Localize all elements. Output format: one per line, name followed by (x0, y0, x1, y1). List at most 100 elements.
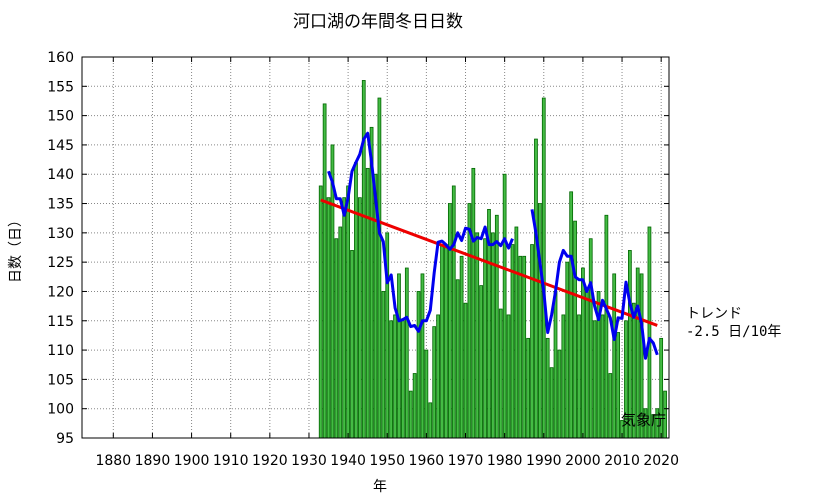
bar (451, 185, 456, 439)
bar (627, 250, 632, 439)
bar (577, 314, 581, 439)
x-tick-label: 1940 (330, 453, 366, 469)
bar (393, 314, 397, 439)
bar (408, 390, 413, 439)
bar (616, 332, 620, 439)
y-axis-label: 日数（日） (8, 213, 24, 283)
bar (444, 244, 448, 439)
bar (357, 197, 362, 439)
bar (338, 226, 343, 439)
x-tick-label: 1960 (409, 453, 445, 469)
x-tick-label: 2000 (565, 453, 601, 469)
bar (565, 261, 570, 439)
bar (526, 337, 530, 439)
bar (404, 267, 409, 439)
bar (581, 267, 585, 439)
bar (537, 203, 542, 439)
bar (420, 273, 425, 439)
bar (545, 337, 550, 439)
bar (424, 349, 429, 439)
bar (522, 255, 527, 439)
bar (498, 308, 503, 439)
bar (428, 402, 433, 439)
y-tick-label: 135 (47, 197, 74, 213)
bar (502, 173, 507, 439)
bar (361, 80, 366, 439)
x-tick-label: 1970 (448, 453, 484, 469)
bar (557, 349, 562, 439)
bar (479, 285, 484, 439)
chart-title: 河口湖の年間冬日日数 (293, 12, 463, 32)
bar (365, 167, 370, 439)
bar (549, 367, 554, 439)
bar (318, 185, 323, 439)
bar (561, 314, 566, 439)
bar (604, 214, 609, 439)
bar (600, 314, 605, 439)
x-tick-label: 2020 (643, 453, 679, 469)
bar (389, 320, 394, 439)
x-tick-label: 1930 (291, 453, 327, 469)
moving-average-line-2 (530, 209, 659, 360)
bar (459, 255, 464, 439)
bar (573, 220, 577, 439)
bar (377, 97, 382, 439)
x-tick-label: 1920 (252, 453, 288, 469)
bar (592, 320, 597, 439)
y-tick-label: 120 (47, 284, 74, 300)
bar (608, 373, 613, 439)
bar (506, 314, 511, 439)
bar (381, 291, 386, 439)
x-tick-label: 1990 (526, 453, 562, 469)
credit-label: 気象庁 (621, 411, 666, 429)
bar (322, 103, 327, 439)
x-tick-label: 1880 (95, 453, 131, 469)
bar (350, 250, 354, 439)
bar (518, 255, 523, 439)
bar (436, 314, 440, 439)
bar (483, 238, 487, 439)
bar (514, 226, 519, 439)
y-tick-label: 95 (56, 431, 74, 447)
bar (584, 291, 589, 439)
bar (467, 203, 472, 439)
bar (647, 226, 652, 439)
bar (397, 273, 401, 439)
bar (346, 185, 350, 439)
bar (334, 238, 339, 439)
x-axis-label: 年 (373, 479, 387, 495)
y-tick-label: 125 (47, 255, 74, 271)
bar (569, 191, 574, 439)
bar (432, 326, 437, 439)
y-tick-label: 155 (47, 79, 74, 95)
bar (440, 244, 444, 439)
y-tick-label: 100 (47, 402, 74, 418)
bar (475, 232, 480, 439)
y-tick-label: 115 (47, 314, 74, 330)
bar (471, 167, 476, 439)
moving-average-line-1 (327, 131, 514, 333)
axis-ticks: 95 100 105 110 115 120 125 130 135 140 145 150 155 16… (47, 50, 679, 469)
bar (534, 138, 538, 439)
bar (588, 238, 593, 439)
bar (612, 273, 617, 439)
x-tick-label: 1980 (487, 453, 523, 469)
bar (541, 97, 546, 439)
bar (326, 197, 331, 439)
y-tick-label: 110 (47, 343, 74, 359)
x-tick-label: 2010 (604, 453, 640, 469)
bar (447, 203, 452, 439)
bar (463, 302, 468, 439)
bars (318, 80, 667, 439)
bar (553, 291, 558, 439)
moving-average-group (327, 131, 659, 360)
bar (416, 291, 421, 439)
y-tick-label: 150 (47, 109, 74, 125)
bar (342, 197, 347, 439)
bar (401, 320, 405, 439)
bar (530, 244, 534, 439)
y-tick-label: 140 (47, 167, 74, 183)
bar (494, 214, 499, 439)
x-tick-label: 1890 (135, 453, 171, 469)
